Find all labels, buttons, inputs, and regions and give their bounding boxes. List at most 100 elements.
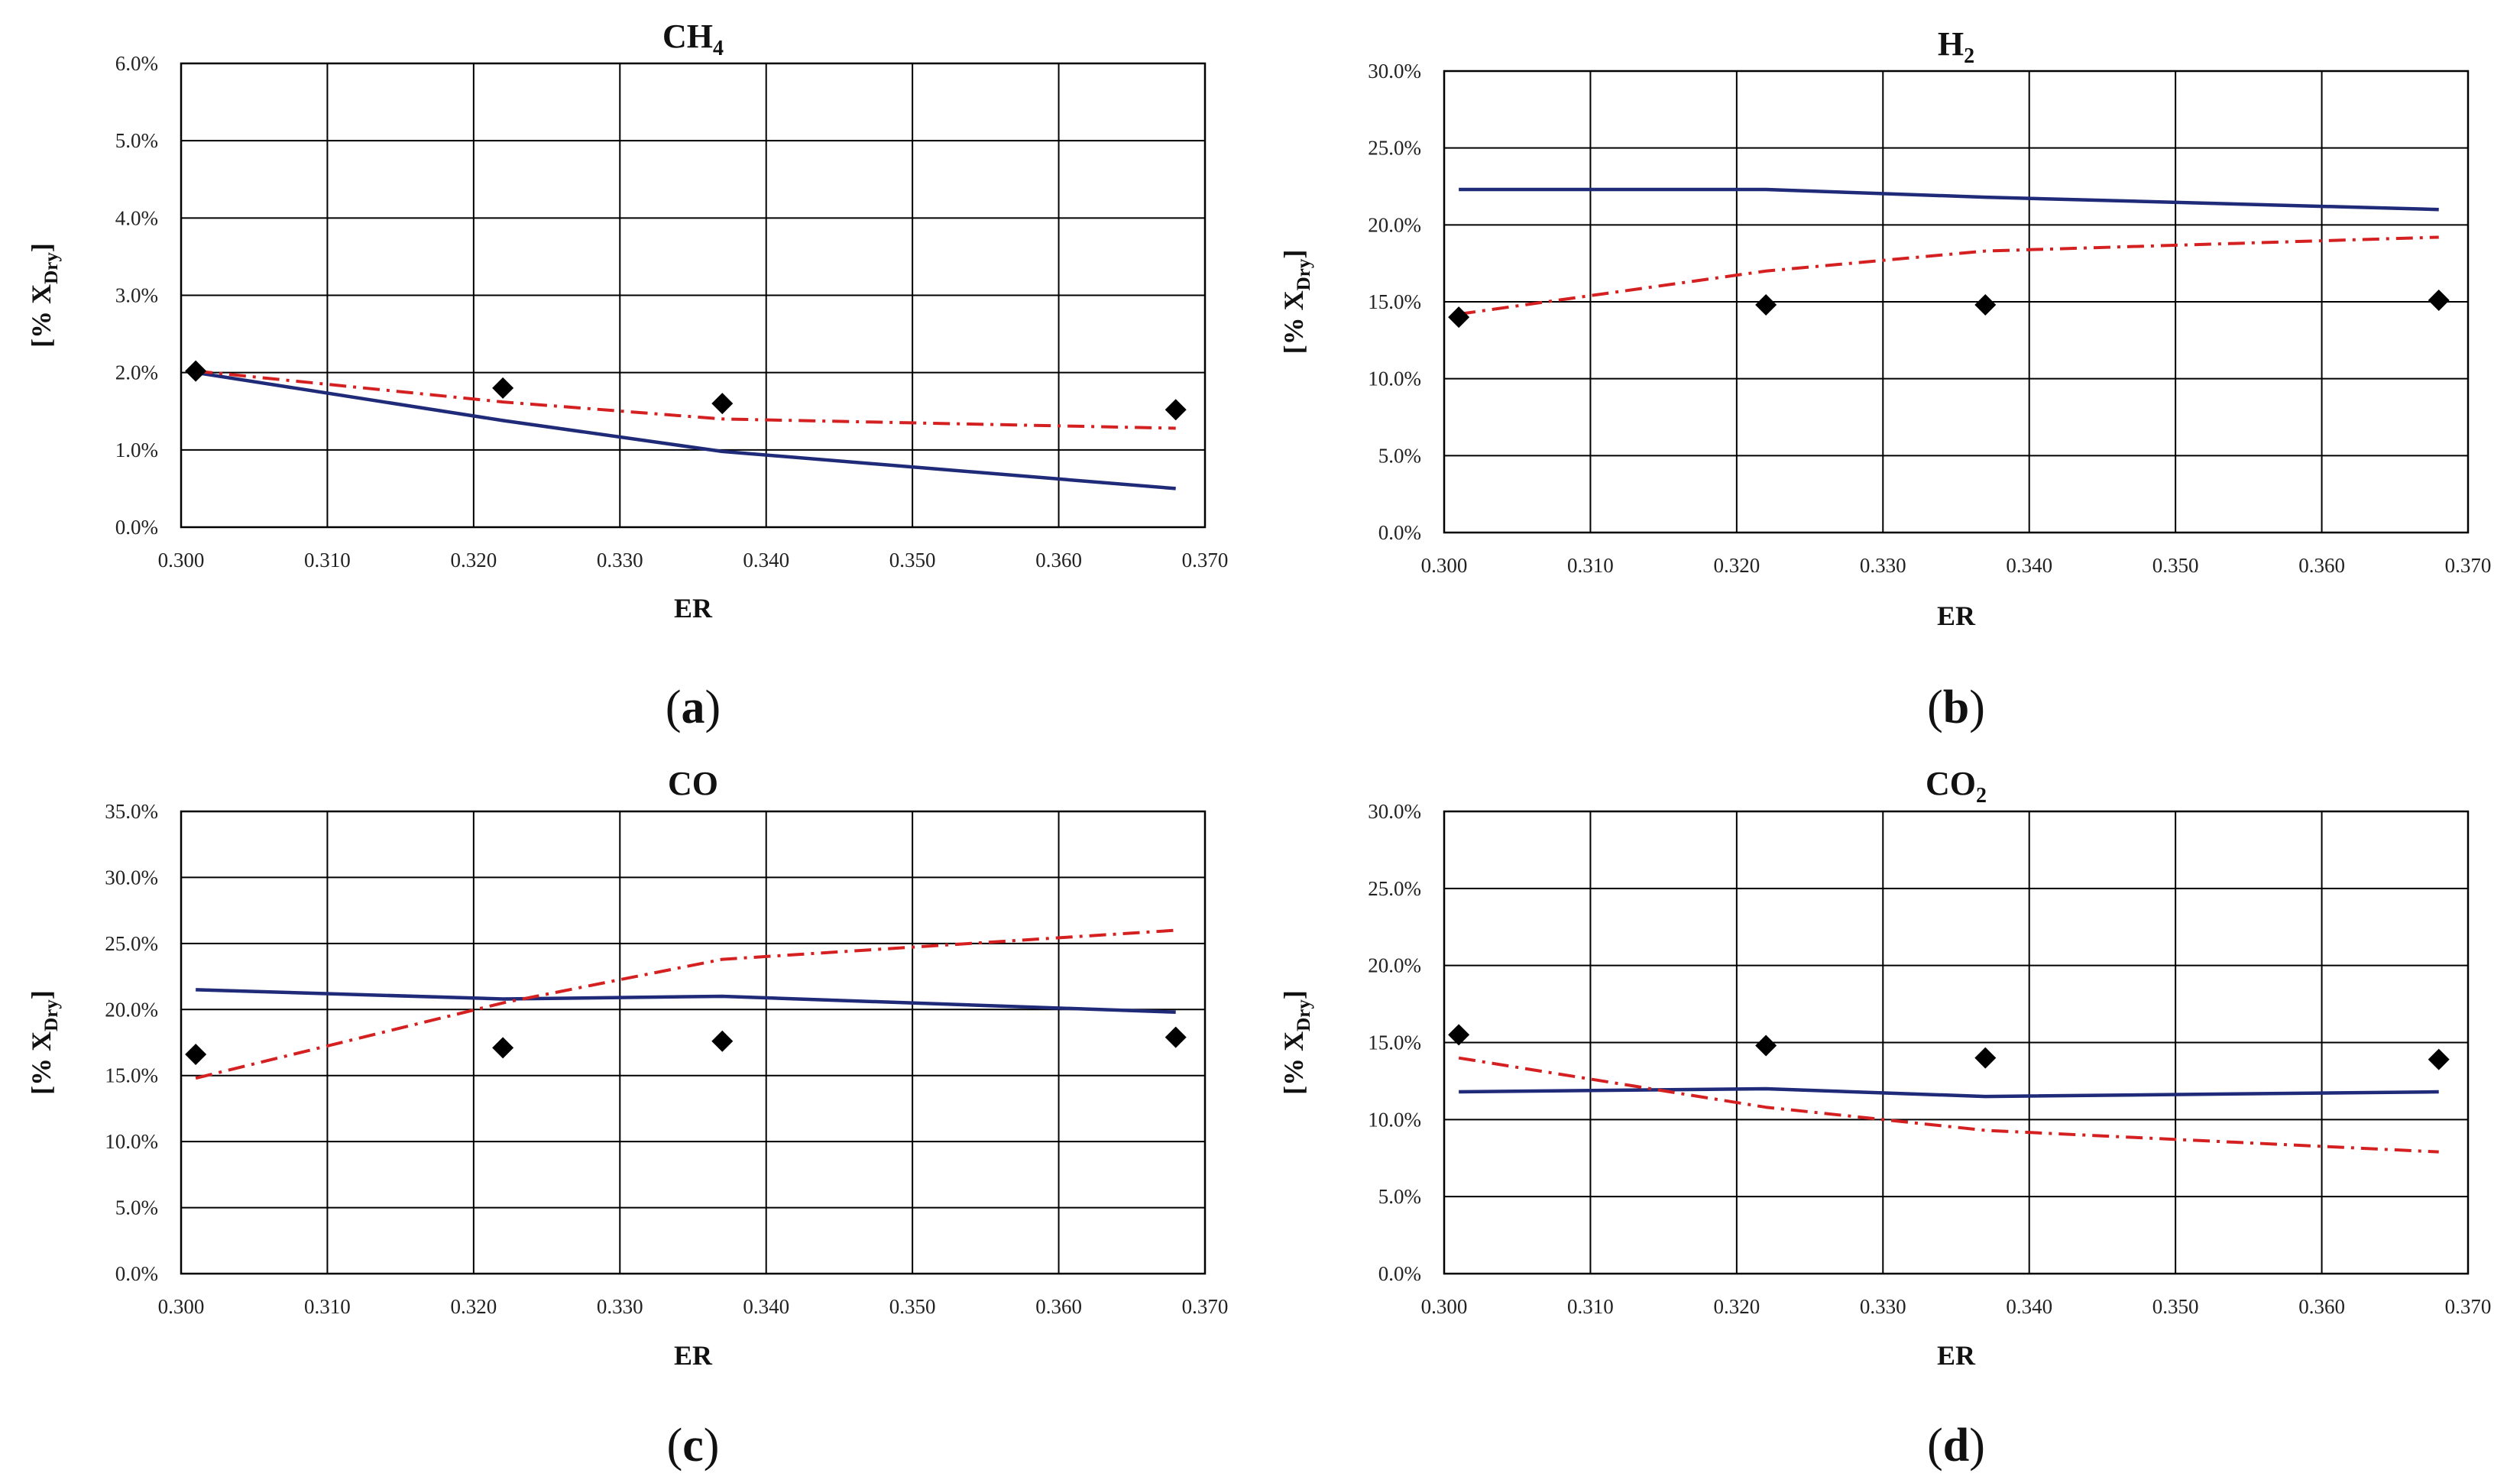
data-point-experimental [185, 360, 207, 382]
x-tick-label: 0.370 [1182, 549, 1229, 572]
y-tick-label: 5.0% [1378, 444, 1421, 467]
y-tick-label: 10.0% [1368, 1108, 1421, 1131]
x-tick-label: 0.300 [158, 1295, 205, 1318]
data-point-experimental [2428, 289, 2450, 311]
data-point-experimental [185, 1044, 207, 1066]
panel-label-open: ( [1927, 682, 1943, 733]
plot-frame [1443, 810, 2470, 1275]
y-tick-label: 30.0% [105, 866, 158, 889]
x-tick-label: 0.370 [2445, 1295, 2492, 1318]
y-axis-title-subscript: Dry [41, 252, 62, 284]
data-point-experimental [1448, 1024, 1470, 1046]
panel-label: (c) [667, 1420, 720, 1472]
chart-title-main: H [1938, 25, 1964, 63]
y-axis-title-prefix: [% X [26, 284, 57, 348]
data-point-experimental [1974, 1047, 1997, 1069]
x-tick-label: 0.320 [450, 1295, 497, 1318]
y-axis-title-suffix: ] [26, 243, 57, 252]
series-line-model-solid [196, 988, 1176, 1014]
y-tick-label: 35.0% [105, 800, 158, 823]
data-point-experimental [492, 1037, 514, 1059]
x-tick-label: 0.330 [597, 549, 643, 572]
chart-title: CO [668, 765, 718, 802]
y-tick-label: 5.0% [115, 129, 158, 152]
plot-frame [180, 810, 1207, 1275]
chart-title: H2 [1938, 25, 1974, 68]
plot-frame [1443, 70, 2470, 534]
panel-label-close: ) [1969, 682, 1985, 733]
y-tick-label: 3.0% [115, 284, 158, 307]
y-tick-label: 0.0% [1378, 521, 1421, 544]
chart-title: CH4 [662, 18, 724, 60]
data-point-experimental [1164, 1026, 1187, 1048]
data-point-experimental [492, 377, 514, 399]
y-axis-title-prefix: [% X [1278, 290, 1309, 354]
data-point-experimental [1755, 294, 1777, 316]
chart-panel-d: 0.300 0.310 0.320 0.330 0.340 0.350 0.360 0.370… [1278, 765, 2491, 1472]
x-tick-label: 0.310 [304, 1295, 351, 1318]
y-tick-label: 10.0% [105, 1130, 158, 1153]
chart-title-subscript: 2 [1964, 44, 1974, 68]
x-axis-title: ER [1937, 601, 1976, 631]
y-tick-label: 20.0% [105, 998, 158, 1021]
x-tick-label: 0.370 [2445, 554, 2492, 577]
plot-frame [180, 62, 1207, 529]
y-tick-label: 2.0% [115, 361, 158, 384]
panel-label-letter: b [1943, 682, 1969, 733]
chart-panel-a: 0.300 0.310 0.320 0.330 0.340 0.350 0.360 0.370… [26, 18, 1228, 733]
y-tick-label: 30.0% [1368, 800, 1421, 823]
chart-title-subscript: 4 [713, 37, 724, 60]
panel-label-letter: d [1943, 1420, 1969, 1472]
x-tick-label: 0.340 [2006, 554, 2052, 577]
plot-area [181, 811, 1205, 1274]
series-line-model-solid [1459, 187, 2439, 212]
y-tick-label: 0.0% [115, 516, 158, 539]
x-tick-label: 0.370 [1182, 1295, 1229, 1318]
y-axis-title: [% XDry] [26, 243, 62, 348]
x-tick-label: 0.320 [1713, 554, 1760, 577]
chart-title-main: CH [662, 18, 713, 55]
x-tick-label: 0.340 [743, 1295, 789, 1318]
y-tick-label: 0.0% [115, 1262, 158, 1285]
y-tick-label: 15.0% [1368, 290, 1421, 313]
y-tick-label: 20.0% [1368, 954, 1421, 977]
panel-label-open: ( [666, 682, 682, 733]
x-tick-label: 0.360 [1035, 1295, 1082, 1318]
panel-label-letter: a [682, 682, 705, 733]
y-axis-title-suffix: ] [26, 990, 57, 999]
y-tick-label: 5.0% [115, 1196, 158, 1219]
x-tick-label: 0.310 [1567, 554, 1614, 577]
y-tick-label: 6.0% [115, 52, 158, 75]
x-tick-label: 0.330 [597, 1295, 643, 1318]
y-axis-title-prefix: [% X [1278, 1031, 1309, 1095]
chart-title-main: CO [1926, 765, 1976, 802]
x-axis-title: ER [674, 593, 713, 623]
y-tick-label: 15.0% [1368, 1031, 1421, 1054]
x-tick-label: 0.350 [2152, 554, 2199, 577]
panel-label-close: ) [705, 682, 721, 733]
chart-panel-b: 0.300 0.310 0.320 0.330 0.340 0.350 0.360 0.370… [1278, 25, 2491, 733]
y-tick-label: 5.0% [1378, 1185, 1421, 1208]
y-axis-title-subscript: Dry [1294, 999, 1314, 1031]
y-tick-label: 1.0% [115, 439, 158, 461]
y-axis-title: [% XDry] [1278, 250, 1314, 355]
panel-label: (b) [1927, 682, 1985, 733]
y-axis-title-subscript: Dry [1294, 258, 1314, 290]
x-tick-label: 0.310 [304, 549, 351, 572]
series-line-model-dashdot [195, 928, 1176, 1080]
data-point-experimental [711, 1030, 734, 1052]
y-tick-label: 15.0% [105, 1064, 158, 1087]
series-line-model-solid [195, 371, 1176, 491]
x-tick-label: 0.300 [1421, 554, 1468, 577]
x-tick-label: 0.360 [2298, 1295, 2345, 1318]
panel-label-close: ) [704, 1420, 720, 1472]
x-tick-label: 0.360 [1035, 549, 1082, 572]
data-point-experimental [1448, 306, 1470, 329]
x-tick-label: 0.340 [2006, 1295, 2052, 1318]
chart-title-subscript: 2 [1976, 784, 1987, 808]
panel-label-open: ( [667, 1420, 683, 1472]
x-tick-label: 0.340 [743, 549, 789, 572]
panel-label: (d) [1927, 1420, 1985, 1472]
series-line-model-solid [1459, 1086, 2439, 1099]
y-axis-title-subscript: Dry [41, 999, 62, 1031]
